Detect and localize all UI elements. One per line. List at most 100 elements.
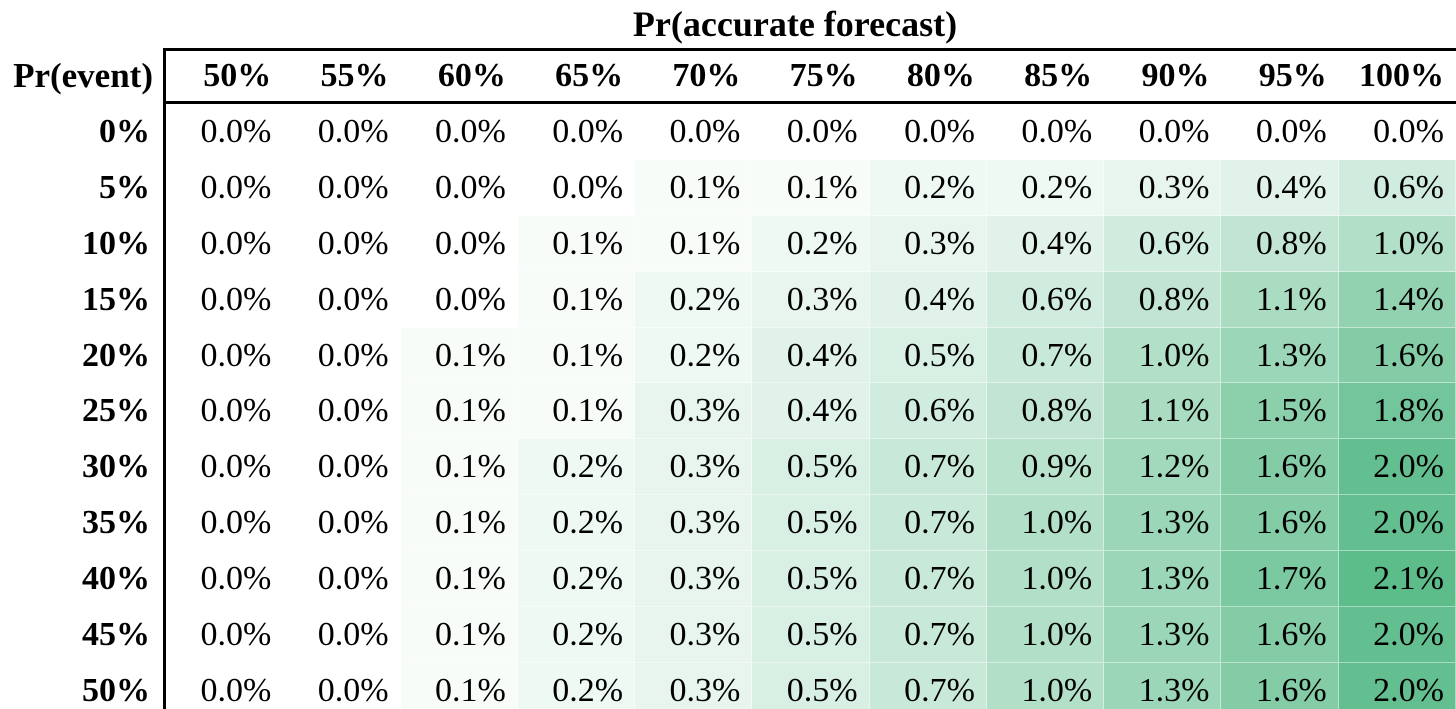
heatmap-cell: 0.0% — [166, 439, 284, 496]
heatmap-cell: 0.8% — [1104, 271, 1222, 328]
heatmap-cell: 0.5% — [752, 495, 870, 552]
heatmap-cell: 1.6% — [1221, 662, 1339, 709]
heatmap-cell: 0.0% — [1104, 104, 1222, 160]
heatmap-cell: 1.5% — [1221, 383, 1339, 440]
heatmap-cell: 0.6% — [986, 271, 1105, 328]
heatmap-cell: 0.4% — [752, 383, 870, 440]
heatmap-cell: 0.3% — [635, 383, 753, 440]
heatmap-cell: 0.1% — [635, 215, 753, 272]
heatmap-cell: 0.1% — [400, 495, 518, 552]
heatmap-cell: 0.0% — [400, 271, 518, 328]
heatmap-cell: 0.0% — [166, 159, 284, 216]
heatmap-cell: 0.0% — [1221, 104, 1339, 160]
heatmap-cell: 0.7% — [869, 662, 987, 709]
heatmap-cell: 0.3% — [635, 439, 753, 496]
heatmap-cell: 0.0% — [635, 104, 753, 160]
heatmap-cell: 0.0% — [166, 104, 284, 160]
heatmap-cell: 0.8% — [1221, 215, 1339, 272]
row-axis-label: Pr(event) — [13, 56, 153, 95]
heatmap-cell: 0.0% — [517, 104, 636, 160]
heatmap-cell: 2.0% — [1338, 607, 1456, 663]
heatmap-cell: 1.8% — [1338, 383, 1456, 440]
heatmap-cell: 0.8% — [986, 383, 1105, 440]
heatmap-cell: 0.0% — [166, 551, 284, 608]
heatmap-cell: 1.4% — [1338, 271, 1456, 328]
heatmap-cell: 1.1% — [1104, 383, 1222, 440]
row-label: 45% — [82, 615, 150, 653]
heatmap-cell: 0.0% — [283, 271, 401, 328]
heatmap-cell: 0.1% — [400, 439, 518, 496]
heatmap-cell: 2.0% — [1338, 662, 1456, 709]
heatmap-cell: 0.3% — [1104, 159, 1222, 216]
heatmap-cell: 0.0% — [283, 662, 401, 709]
heatmap-cell: 0.0% — [166, 607, 284, 663]
heatmap-cell: 0.2% — [517, 551, 636, 608]
heatmap-cell: 0.3% — [635, 662, 753, 709]
heatmap-cell: 0.2% — [517, 662, 636, 709]
heatmap-cell: 0.7% — [869, 495, 987, 552]
col-header: 70% — [672, 57, 741, 94]
heatmap-cell: 0.0% — [283, 551, 401, 608]
heatmap-cell: 0.3% — [635, 495, 753, 552]
heatmap-cell: 0.4% — [986, 215, 1105, 272]
heatmap-cell: 0.0% — [283, 327, 401, 384]
heatmap-cell: 0.3% — [869, 215, 987, 272]
heatmap-grid: 0.0% 0.0% 0.0% 0.0% 0.0% 0.0% 0.0% 0.0% 0.0% 0.0%… — [166, 104, 1456, 709]
heatmap-cell: 0.1% — [400, 327, 518, 384]
heatmap-cell: 0.6% — [869, 383, 987, 440]
heatmap-cell: 1.0% — [986, 495, 1105, 552]
heatmap-cell: 0.5% — [869, 327, 987, 384]
row-label-column: 0% 5% 10% 15% 20% 25% 30% 35% 40% 45% 50% — [0, 104, 163, 709]
heatmap-cell: 0.1% — [517, 215, 636, 272]
col-header: 55% — [320, 57, 389, 94]
heatmap-cell: 0.2% — [517, 607, 636, 663]
col-header: 90% — [1141, 57, 1210, 94]
heatmap-cell: 0.4% — [869, 271, 987, 328]
heatmap-cell: 0.7% — [869, 607, 987, 663]
heatmap-cell: 0.4% — [1221, 159, 1339, 216]
heatmap-cell: 0.3% — [752, 271, 870, 328]
heatmap-cell: 1.3% — [1104, 607, 1222, 663]
table-title: Pr(accurate forecast) — [632, 4, 958, 44]
row-label: 10% — [82, 224, 150, 262]
heatmap-cell: 0.2% — [752, 215, 870, 272]
heatmap-cell: 1.7% — [1221, 551, 1339, 608]
heatmap-cell: 0.2% — [517, 495, 636, 552]
heatmap-cell: 1.3% — [1104, 662, 1222, 709]
heatmap-cell: 0.4% — [752, 327, 870, 384]
heatmap-cell: 0.0% — [166, 383, 284, 440]
heatmap-cell: 0.0% — [283, 495, 401, 552]
heatmap-cell: 0.1% — [517, 271, 636, 328]
heatmap-cell: 0.1% — [635, 159, 753, 216]
heatmap-cell: 0.2% — [517, 439, 636, 496]
heatmap-cell: 0.0% — [166, 215, 284, 272]
heatmap-cell: 0.1% — [752, 159, 870, 216]
heatmap-cell: 0.2% — [869, 159, 987, 216]
column-header-row: 50% 55% 60% 65% 70% 75% 80% 85% 90% 95% 100% — [166, 51, 1456, 101]
row-label: 30% — [82, 448, 150, 486]
row-label: 25% — [82, 392, 150, 430]
col-header: 50% — [203, 57, 272, 94]
heatmap-cell: 0.1% — [400, 662, 518, 709]
col-header: 65% — [555, 57, 624, 94]
heatmap-cell: 0.6% — [1338, 159, 1456, 216]
heatmap-cell: 1.3% — [1104, 495, 1222, 552]
heatmap-cell: 0.2% — [986, 159, 1105, 216]
heatmap-cell: 0.3% — [635, 551, 753, 608]
heatmap-cell: 1.1% — [1221, 271, 1339, 328]
heatmap-cell: 0.0% — [400, 215, 518, 272]
heatmap-cell: 0.0% — [1338, 104, 1456, 160]
heatmap-cell: 0.3% — [635, 607, 753, 663]
left-vertical-rule — [163, 48, 166, 709]
header-bottom-rule — [163, 101, 1456, 104]
heatmap-cell: 0.5% — [752, 551, 870, 608]
heatmap-cell: 1.0% — [986, 607, 1105, 663]
heatmap-cell: 0.0% — [283, 104, 401, 160]
heatmap-cell: 1.6% — [1221, 607, 1339, 663]
heatmap-cell: 0.1% — [400, 383, 518, 440]
heatmap-cell: 0.5% — [752, 607, 870, 663]
heatmap-cell: 0.6% — [1104, 215, 1222, 272]
heatmap-cell: 0.0% — [283, 607, 401, 663]
heatmap-cell: 0.2% — [635, 271, 753, 328]
heatmap-cell: 1.0% — [1104, 327, 1222, 384]
